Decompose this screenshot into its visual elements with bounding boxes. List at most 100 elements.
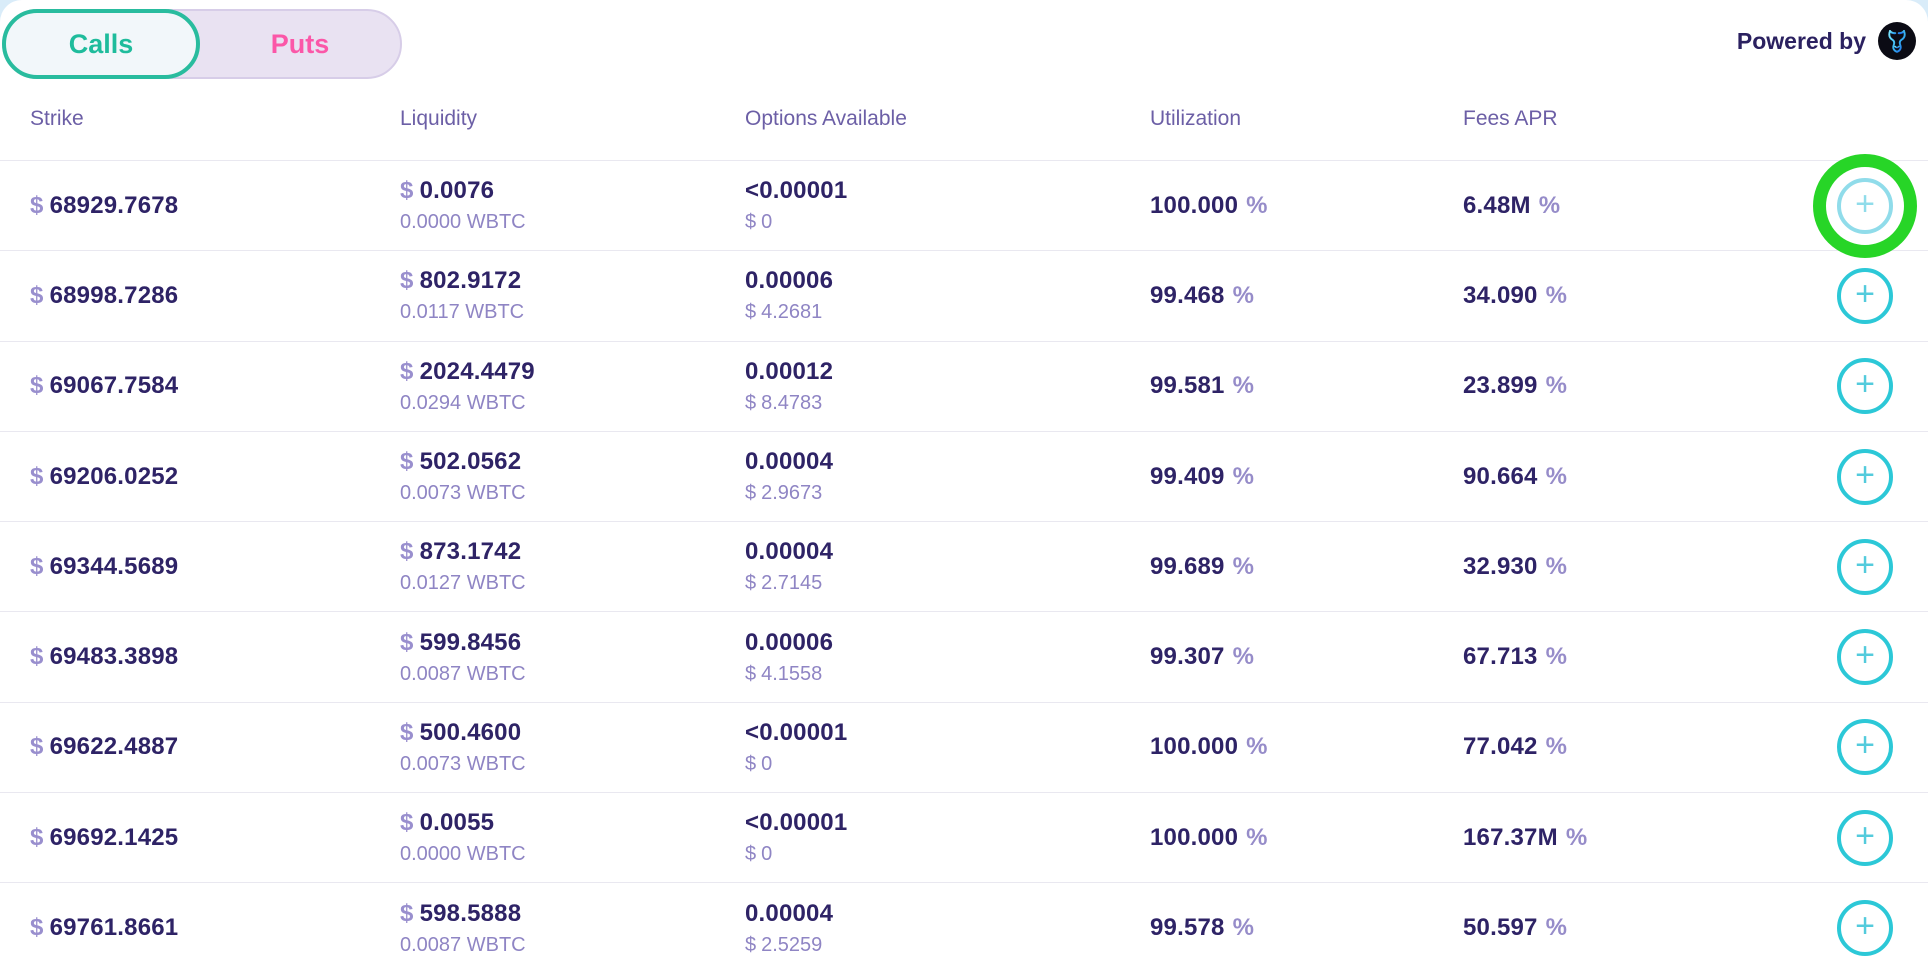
dollar-sign: $ <box>745 301 757 324</box>
add-position-button[interactable]: + <box>1837 538 1893 595</box>
strike-value: $69692.1425 <box>30 823 179 851</box>
utilization-value: 100.000% <box>1150 733 1268 761</box>
add-position-button[interactable]: + <box>1837 177 1893 234</box>
liquidity-usd-value: $2024.4479 <box>400 357 535 385</box>
fees-apr-cell: 90.664% <box>1463 463 1793 491</box>
options-usd-value: $2.5259 <box>745 933 823 956</box>
liquidity-token-value: 0.0127 WBTC <box>400 572 526 595</box>
add-position-button[interactable]: + <box>1837 448 1893 505</box>
column-header-strike: Strike <box>30 106 84 130</box>
action-cell: + <box>1793 251 1928 340</box>
add-position-button[interactable]: + <box>1837 719 1893 776</box>
action-cell: + <box>1793 342 1928 431</box>
liquidity-token-value: 0.0294 WBTC <box>400 391 526 414</box>
fees-apr-cell: 6.48M% <box>1463 192 1793 220</box>
utilization-value: 99.581% <box>1150 372 1255 400</box>
dollar-sign: $ <box>30 823 44 851</box>
options-usd-value: $4.2681 <box>745 301 823 324</box>
fees-apr-value: 167.37M% <box>1463 823 1588 851</box>
fees-apr-cell: 32.930% <box>1463 553 1793 581</box>
percent-sign: % <box>1545 733 1568 761</box>
fees-apr-value: 90.664% <box>1463 462 1568 490</box>
percent-sign: % <box>1545 552 1568 580</box>
plus-icon: + <box>1855 545 1875 584</box>
add-position-button[interactable]: + <box>1837 629 1893 686</box>
options-available-cell: 0.00004 $2.5259 <box>745 900 1150 957</box>
add-position-button[interactable]: + <box>1837 358 1893 415</box>
tab-puts[interactable]: Puts <box>270 28 330 59</box>
utilization-cell: 99.468% <box>1150 282 1463 310</box>
percent-sign: % <box>1232 552 1255 580</box>
action-cell: + <box>1793 793 1928 882</box>
tab-calls[interactable]: Calls <box>2 9 200 79</box>
liquidity-cell: $599.8456 0.0087 WBTC <box>400 629 745 686</box>
options-amount-value: 0.00004 <box>745 448 834 476</box>
dollar-sign: $ <box>400 538 414 566</box>
options-usd-value: $2.9673 <box>745 482 823 505</box>
strike-value: $68929.7678 <box>30 191 179 219</box>
liquidity-cell: $502.0562 0.0073 WBTC <box>400 448 745 505</box>
table-header-row: Strike Liquidity Options Available Utili… <box>0 77 1928 160</box>
calls-puts-tab-group: Calls Puts <box>2 9 402 79</box>
options-available-cell: 0.00012 $8.4783 <box>745 358 1150 415</box>
liquidity-usd-value: $599.8456 <box>400 628 522 656</box>
powered-by-label: Powered by <box>1736 27 1866 54</box>
dollar-sign: $ <box>30 372 44 400</box>
table-row: $69692.1425 $0.0055 0.0000 WBTC <0.00001… <box>0 792 1928 883</box>
options-available-cell: 0.00006 $4.1558 <box>745 629 1150 686</box>
dollar-sign: $ <box>745 211 757 234</box>
liquidity-cell: $0.0076 0.0000 WBTC <box>400 177 745 234</box>
fees-apr-value: 23.899% <box>1463 372 1568 400</box>
dollar-sign: $ <box>745 662 757 685</box>
utilization-value: 100.000% <box>1150 191 1268 219</box>
percent-sign: % <box>1232 281 1255 309</box>
percent-sign: % <box>1538 191 1561 219</box>
dollar-sign: $ <box>30 733 44 761</box>
plus-icon: + <box>1855 455 1875 494</box>
percent-sign: % <box>1545 914 1568 942</box>
action-cell: + <box>1793 522 1928 611</box>
add-position-button[interactable]: + <box>1837 267 1893 324</box>
dollar-sign: $ <box>30 552 44 580</box>
percent-sign: % <box>1246 191 1268 219</box>
percent-sign: % <box>1246 823 1268 851</box>
percent-sign: % <box>1565 823 1588 851</box>
add-position-button[interactable]: + <box>1837 900 1893 957</box>
options-usd-value: $8.4783 <box>745 391 823 414</box>
dollar-sign: $ <box>745 843 757 866</box>
dollar-sign: $ <box>400 357 414 385</box>
table-row: $68929.7678 $0.0076 0.0000 WBTC <0.00001… <box>0 153 1928 258</box>
strike-value: $69206.0252 <box>30 462 179 490</box>
fees-apr-cell: 34.090% <box>1463 282 1793 310</box>
liquidity-usd-value: $502.0562 <box>400 448 522 476</box>
dollar-sign: $ <box>400 448 414 476</box>
utilization-cell: 100.000% <box>1150 733 1463 761</box>
dollar-sign: $ <box>745 482 757 505</box>
top-bar: Calls Puts Powered by <box>0 0 1928 79</box>
strike-value: $69344.5689 <box>30 552 179 580</box>
add-position-button[interactable]: + <box>1837 809 1893 866</box>
dollar-sign: $ <box>30 191 44 219</box>
action-cell: + <box>1793 612 1928 701</box>
percent-sign: % <box>1246 733 1268 761</box>
powered-by: Powered by <box>1737 22 1916 60</box>
fees-apr-value: 6.48M% <box>1463 191 1561 219</box>
column-header-utilization: Utilization <box>1150 106 1242 130</box>
liquidity-usd-value: $802.9172 <box>400 267 522 295</box>
options-amount-value: 0.00006 <box>745 267 834 295</box>
strike-value: $69622.4887 <box>30 733 179 761</box>
options-amount-value: 0.00004 <box>745 899 834 927</box>
liquidity-usd-value: $500.4600 <box>400 718 522 746</box>
utilization-cell: 99.578% <box>1150 914 1463 942</box>
liquidity-cell: $2024.4479 0.0294 WBTC <box>400 358 745 415</box>
plus-icon: + <box>1855 907 1875 946</box>
action-cell: + <box>1793 883 1928 972</box>
options-usd-value: $0 <box>745 752 773 775</box>
percent-sign: % <box>1545 462 1568 490</box>
liquidity-token-value: 0.0000 WBTC <box>400 843 526 866</box>
liquidity-cell: $802.9172 0.0117 WBTC <box>400 267 745 324</box>
liquidity-token-value: 0.0073 WBTC <box>400 482 526 505</box>
dollar-sign: $ <box>745 933 757 956</box>
table-row: $69206.0252 $502.0562 0.0073 WBTC 0.0000… <box>0 430 1928 522</box>
